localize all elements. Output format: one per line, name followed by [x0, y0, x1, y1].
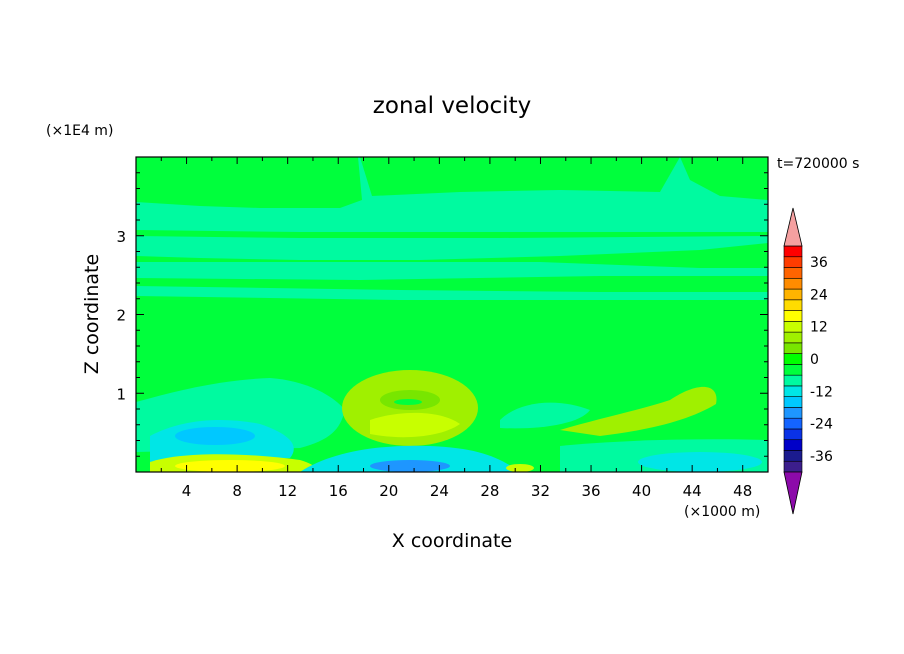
colorbar-level — [783, 460, 803, 473]
x-tick-label: 16 — [329, 482, 348, 500]
x-axis: 4 8 12 16 20 24 28 32 36 40 44 48 — [160, 157, 752, 500]
x-tick-label: 40 — [632, 482, 651, 500]
x-tick-label: 32 — [531, 482, 550, 500]
x-axis-label: X coordinate — [392, 530, 512, 552]
colorbar-level — [783, 256, 803, 268]
colorbar-level — [783, 353, 803, 365]
colorbar-under-arrow — [783, 471, 803, 515]
colorbar-level — [783, 364, 803, 376]
colorbar-over-arrow — [783, 207, 803, 247]
field-right-low-yellow-green — [560, 386, 717, 436]
field-surface-center-cyan — [300, 445, 520, 472]
x-tick-label: 24 — [430, 482, 449, 500]
field-band-3 — [136, 262, 768, 280]
colorbar-level — [783, 428, 803, 441]
x-tick-label: 28 — [480, 482, 499, 500]
colorbar-tick-label: -36 — [810, 449, 833, 465]
colorbar-level — [783, 385, 803, 397]
colorbar-tick-label: 36 — [810, 255, 828, 271]
colorbar-level — [783, 288, 803, 301]
chart-title: zonal velocity — [373, 93, 531, 119]
x-unit-label: (×1000 m) — [684, 504, 760, 520]
field-thin-band-lower — [136, 286, 768, 300]
y-unit-label: (×1E4 m) — [46, 123, 113, 139]
colorbar-level — [783, 321, 803, 333]
colorbar-level — [783, 331, 803, 344]
field-center-lower-yellow — [370, 412, 460, 438]
field-surface-center-blue — [370, 460, 450, 472]
colorbar-tick-label: 12 — [810, 320, 828, 336]
colorbar: 36 24 12 0 -12 -24 -36 — [783, 207, 833, 515]
colorbar-level — [783, 407, 803, 419]
colorbar-level — [783, 439, 803, 451]
colorbar-tick-label: 0 — [810, 352, 819, 368]
colorbar-level — [783, 310, 803, 322]
x-tick-label: 12 — [278, 482, 297, 500]
colorbar-level — [783, 267, 803, 279]
x-tick-label: 48 — [733, 482, 752, 500]
colorbar-level — [783, 299, 803, 311]
colorbar-level — [783, 396, 803, 408]
colorbar-level — [783, 342, 803, 354]
y-tick-label: 3 — [116, 228, 126, 246]
time-label: t=720000 s — [777, 156, 859, 172]
x-tick-label: 8 — [232, 482, 242, 500]
colorbar-level — [783, 450, 803, 462]
field-center-ring-hole — [394, 399, 422, 405]
colorbar-level — [783, 374, 803, 387]
field-near-surface-left-cyan-core — [175, 427, 255, 445]
field-surface-right-yellow — [506, 464, 534, 472]
x-tick-label: 20 — [379, 482, 398, 500]
field-mid-cyan-patch — [500, 402, 590, 429]
field-band-2 — [136, 230, 768, 238]
field-surface-right-cyan — [638, 452, 762, 472]
colorbar-tick-label: -12 — [810, 384, 833, 400]
field-upper-band-inner-right — [680, 157, 768, 200]
y-axis: 1 2 3 — [116, 172, 768, 457]
colorbar-level — [783, 417, 803, 430]
colorbar-level — [783, 277, 803, 290]
field-surface-left-yellow-core — [175, 460, 285, 472]
y-tick-label: 2 — [116, 307, 126, 325]
x-tick-label: 36 — [581, 482, 600, 500]
colorbar-level — [783, 245, 803, 258]
colorbar-tick-label: 24 — [810, 287, 828, 303]
y-axis-label: Z coordinate — [81, 254, 103, 374]
plot-area — [136, 157, 768, 472]
field-upper-band-inner — [136, 157, 362, 208]
y-tick-label: 1 — [116, 385, 126, 403]
colorbar-tick-label: -24 — [810, 417, 833, 433]
x-tick-label: 44 — [683, 482, 702, 500]
x-tick-label: 4 — [182, 482, 192, 500]
